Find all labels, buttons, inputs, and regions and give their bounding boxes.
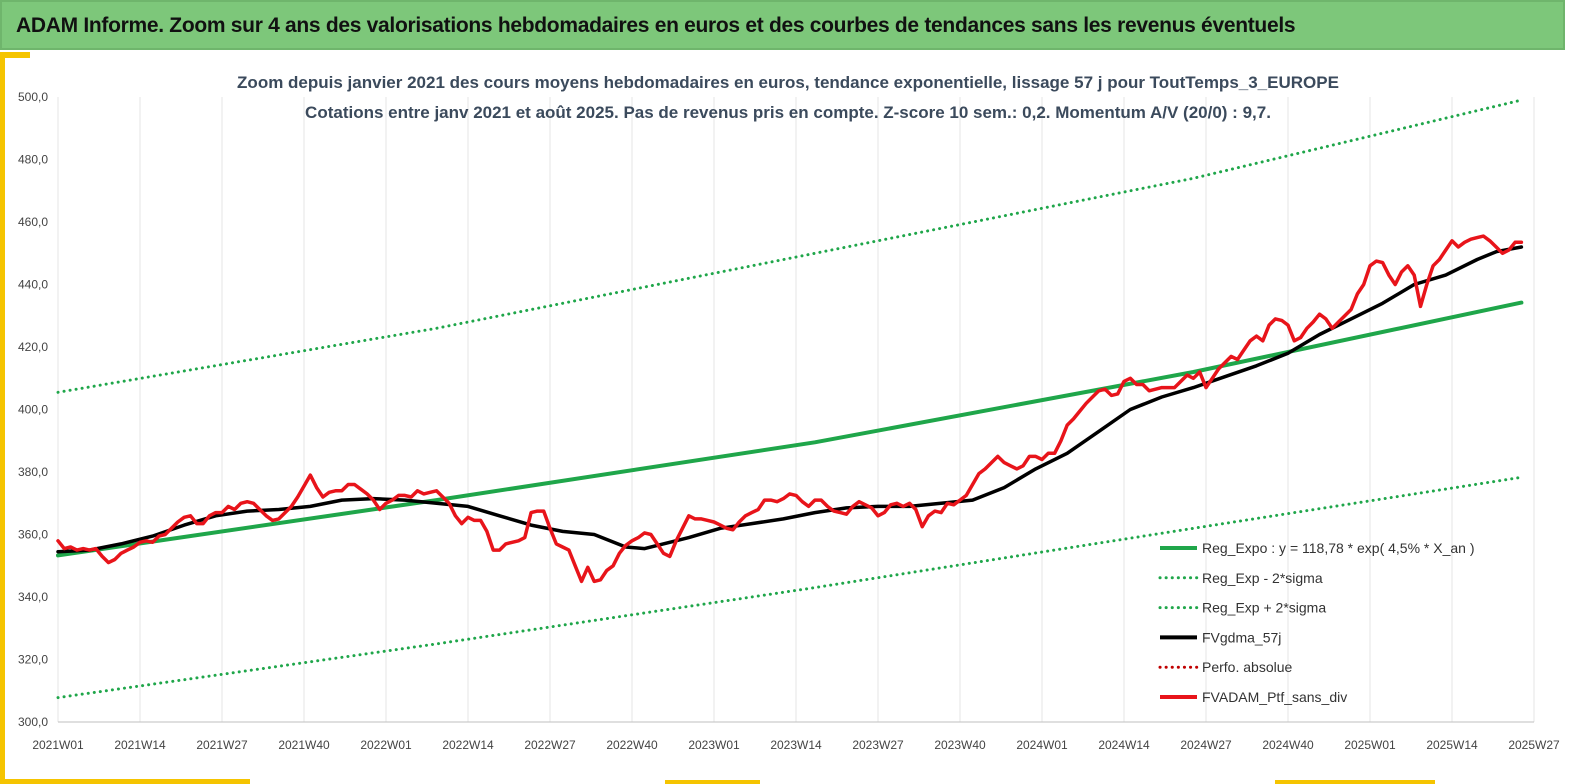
- x-tick-label: 2021W27: [196, 738, 248, 752]
- x-tick-label: 2022W40: [606, 738, 658, 752]
- x-tick-label: 2024W14: [1098, 738, 1150, 752]
- legend-label: FVgdma_57j: [1202, 629, 1281, 645]
- x-tick-label: 2022W01: [360, 738, 412, 752]
- x-tick-label: 2023W14: [770, 738, 822, 752]
- legend-label: Reg_Exp - 2*sigma: [1202, 570, 1323, 586]
- series-line-reg-minus: [56, 475, 1523, 700]
- grid-lines: [57, 97, 1535, 722]
- header-banner: ADAM Informe. Zoom sur 4 ans des valoris…: [0, 0, 1565, 50]
- y-tick-label: 460,0: [18, 215, 48, 229]
- x-tick-label: 2025W01: [1344, 738, 1396, 752]
- y-tick-label: 440,0: [18, 278, 48, 292]
- y-tick-label: 400,0: [18, 403, 48, 417]
- x-tick-label: 2025W27: [1508, 738, 1560, 752]
- x-tick-label: 2021W01: [32, 738, 84, 752]
- x-tick-label: 2021W14: [114, 738, 166, 752]
- x-tick-label: 2025W14: [1426, 738, 1478, 752]
- legend-label: FVADAM_Ptf_sans_div: [1202, 689, 1347, 705]
- x-tick-label: 2021W40: [278, 738, 330, 752]
- series-line-ptf: [56, 234, 1524, 584]
- x-tick-label: 2023W40: [934, 738, 986, 752]
- accent-bar-bottom: [665, 780, 760, 784]
- y-tick-label: 320,0: [18, 653, 48, 667]
- y-tick-label: 380,0: [18, 465, 48, 479]
- page-title: ADAM Informe. Zoom sur 4 ans des valoris…: [16, 14, 1296, 37]
- accent-bar-top: [0, 52, 30, 58]
- accent-bar-left: [0, 52, 5, 781]
- y-tick-label: 360,0: [18, 528, 48, 542]
- y-tick-label: 340,0: [18, 590, 48, 604]
- y-tick-label: 500,0: [18, 90, 48, 104]
- y-tick-label: 420,0: [18, 340, 48, 354]
- x-tick-label: 2024W40: [1262, 738, 1314, 752]
- x-tick-label: 2024W01: [1016, 738, 1068, 752]
- series-line-gdma: [56, 245, 1524, 554]
- series-line-reg-expo: [56, 300, 1524, 558]
- legend-label: Reg_Exp + 2*sigma: [1202, 600, 1326, 616]
- accent-bar-bottom: [0, 779, 250, 784]
- series-lines: [56, 98, 1524, 700]
- legend-label: Reg_Expo : y = 118,78 * exp( 4,5% * X_an…: [1202, 540, 1475, 556]
- series-line-reg-plus: [56, 98, 1523, 394]
- chart-title: Zoom depuis janvier 2021 des cours moyen…: [237, 73, 1339, 92]
- chart-subtitle: Cotations entre janv 2021 et août 2025. …: [305, 103, 1271, 122]
- legend-label: Perfo. absolue: [1202, 659, 1292, 675]
- y-axis-ticks: 300,0 320,0 340,0 360,0 380,0 400,0 420,0 440,0…: [18, 90, 48, 729]
- legend: Reg_Expo : y = 118,78 * exp( 4,5% * X_an…: [1158, 540, 1475, 705]
- x-tick-label: 2023W27: [852, 738, 904, 752]
- y-tick-label: 300,0: [18, 715, 48, 729]
- x-tick-label: 2023W01: [688, 738, 740, 752]
- accent-bar-bottom: [1275, 780, 1435, 784]
- x-tick-label: 2022W14: [442, 738, 494, 752]
- x-tick-label: 2024W27: [1180, 738, 1232, 752]
- x-tick-label: 2022W27: [524, 738, 576, 752]
- y-tick-label: 480,0: [18, 153, 48, 167]
- x-axis-ticks: 2021W01 2021W14 2021W27 2021W40 2022W01 2022W…: [32, 738, 1560, 752]
